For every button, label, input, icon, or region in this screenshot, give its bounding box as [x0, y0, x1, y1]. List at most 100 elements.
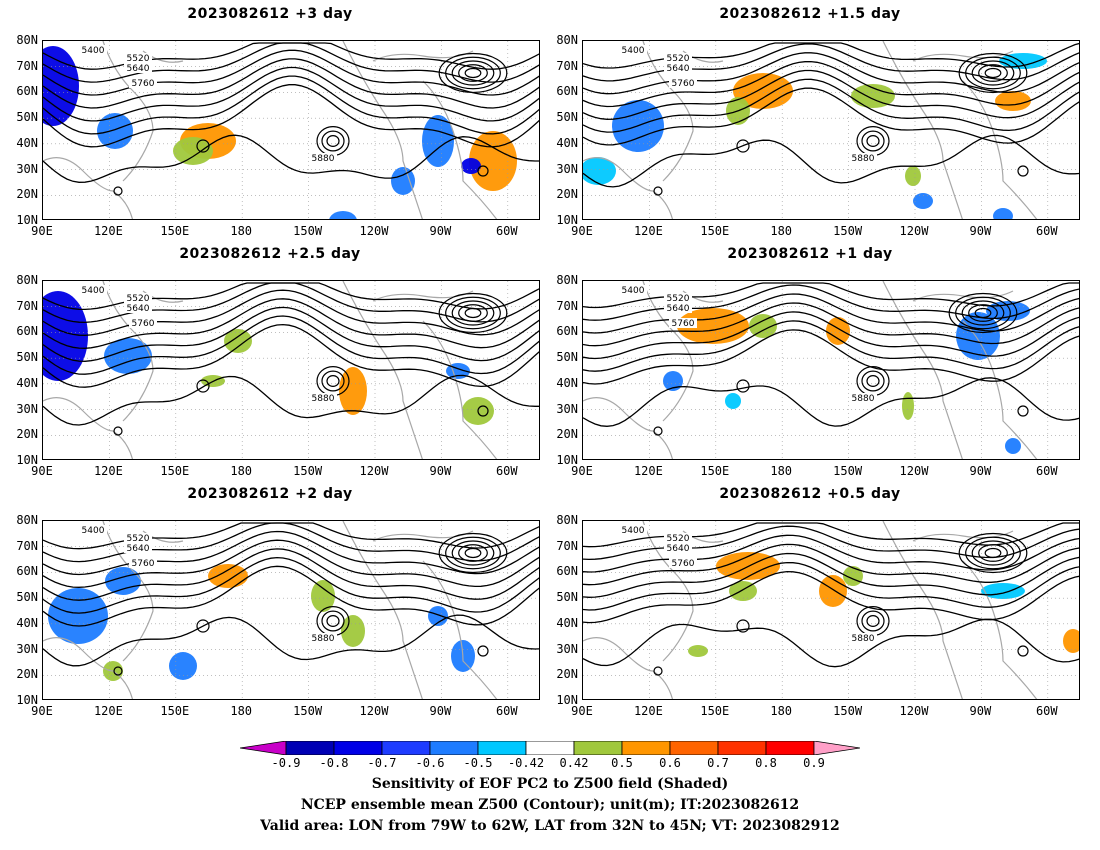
closed-contour — [861, 610, 885, 632]
closed-contour — [974, 307, 992, 319]
closed-contour — [866, 134, 880, 147]
latitude-label: 10N — [16, 453, 38, 467]
longitude-label: 150E — [160, 224, 190, 238]
z500-contour — [583, 561, 1079, 611]
latitude-label: 20N — [16, 667, 38, 682]
closed-contour — [861, 130, 885, 152]
contour-label: 5760 — [672, 79, 695, 89]
coastline — [583, 397, 674, 459]
closed-contour — [438, 52, 508, 94]
closed-contour — [451, 300, 495, 326]
closed-contour — [948, 292, 1018, 334]
latitude-label: 20N — [16, 427, 38, 442]
sensitivity-shade — [422, 115, 454, 167]
coastline — [422, 80, 498, 219]
longitude-label: 150W — [293, 704, 323, 718]
colorbar-tick-label: 0.42 — [559, 756, 589, 770]
sensitivity-shade — [677, 308, 749, 344]
coastline — [372, 290, 474, 302]
latitude-label: 30N — [556, 401, 578, 416]
latitude-label: 20N — [556, 667, 578, 682]
contour-label: 5520 — [667, 534, 690, 544]
contour-label: 5760 — [672, 319, 695, 329]
latitude-label: 50N — [16, 110, 38, 125]
closed-contour — [113, 666, 123, 676]
contour-label-bg — [309, 153, 337, 163]
colorbar-arrow-right — [813, 740, 861, 756]
contour-label: 5640 — [127, 544, 150, 554]
z500-contour — [43, 66, 539, 122]
z500-contour — [43, 282, 539, 324]
latitude-label: 70N — [16, 58, 38, 73]
coastline — [882, 521, 963, 699]
longitude-label: 90W — [969, 704, 992, 718]
longitude-label: 180 — [230, 704, 253, 718]
z500-contour — [43, 323, 539, 388]
longitude-label: 60W — [1035, 464, 1058, 478]
closed-contour — [438, 292, 508, 334]
panel-title: 2023082612 +0.5 day — [719, 486, 901, 502]
colorbar-swatch — [525, 740, 575, 756]
latitude-label: 40N — [556, 615, 578, 630]
sensitivity-shade — [688, 645, 708, 657]
closed-contour — [971, 540, 1015, 566]
latitude-label: 60N — [556, 324, 578, 339]
contour-label-bg — [849, 633, 877, 643]
z500-contour — [43, 42, 539, 83]
closed-contour — [861, 370, 885, 392]
panel-title: 2023082612 +2 day — [187, 486, 353, 502]
closed-contour — [196, 619, 210, 633]
coastline — [912, 290, 1014, 302]
z500-contour — [43, 539, 539, 588]
contour-label: 5520 — [667, 294, 690, 304]
longitude-label: 90W — [969, 464, 992, 478]
sensitivity-shade — [993, 208, 1013, 219]
sensitivity-shade — [749, 314, 777, 338]
colorbar-tick-label: -0.6 — [415, 756, 445, 770]
sensitivity-shade — [733, 73, 793, 109]
longitude-label: 90E — [571, 704, 593, 718]
latitude-label: 70N — [16, 298, 38, 313]
latitude-label: 80N — [16, 33, 38, 47]
longitude-label: 150W — [833, 464, 863, 478]
contour-label: 5640 — [127, 304, 150, 314]
z500-contour — [583, 69, 1079, 120]
closed-contour — [653, 186, 663, 196]
sensitivity-shade — [208, 564, 248, 588]
contour-label-bg — [664, 303, 692, 313]
closed-contour — [653, 426, 663, 436]
closed-contour — [477, 165, 489, 177]
z500-contour — [583, 302, 1079, 347]
longitude-label: 60W — [495, 224, 518, 238]
contour-label: 5760 — [132, 319, 155, 329]
closed-contour — [961, 300, 1005, 326]
latitude-label: 10N — [16, 693, 38, 707]
sensitivity-shade — [1005, 438, 1021, 454]
longitude-label: 150W — [833, 224, 863, 238]
closed-contour — [321, 610, 345, 632]
longitude-label: 90W — [429, 704, 452, 718]
closed-contour — [458, 64, 488, 82]
coastline — [583, 157, 674, 219]
z500-contour — [43, 315, 539, 375]
map-frame: 5400 5520 5640 5760 5880 — [42, 40, 540, 220]
latitude-label: 30N — [16, 161, 38, 176]
contour-label: 5520 — [127, 54, 150, 64]
map-panel-1: 2023082612 +3 day 5400 5520 5640 5760 5880 80… — [0, 0, 540, 238]
map-frame: 5400 5520 5640 5760 5880 — [582, 40, 1080, 220]
longitude-label: 120W — [899, 464, 929, 478]
contour-label-bg — [79, 525, 107, 535]
contour-label: 5880 — [312, 394, 335, 404]
colorbar-tick-label: 0.7 — [707, 756, 729, 770]
closed-contour — [113, 186, 123, 196]
closed-contour — [965, 56, 1021, 90]
z500-contour — [43, 306, 539, 362]
contour-label-bg — [124, 63, 152, 73]
contour-label-bg — [129, 78, 157, 88]
contour-label-bg — [129, 558, 157, 568]
panel-title: 2023082612 +1.5 day — [719, 6, 901, 22]
contour-label-bg — [664, 533, 692, 543]
